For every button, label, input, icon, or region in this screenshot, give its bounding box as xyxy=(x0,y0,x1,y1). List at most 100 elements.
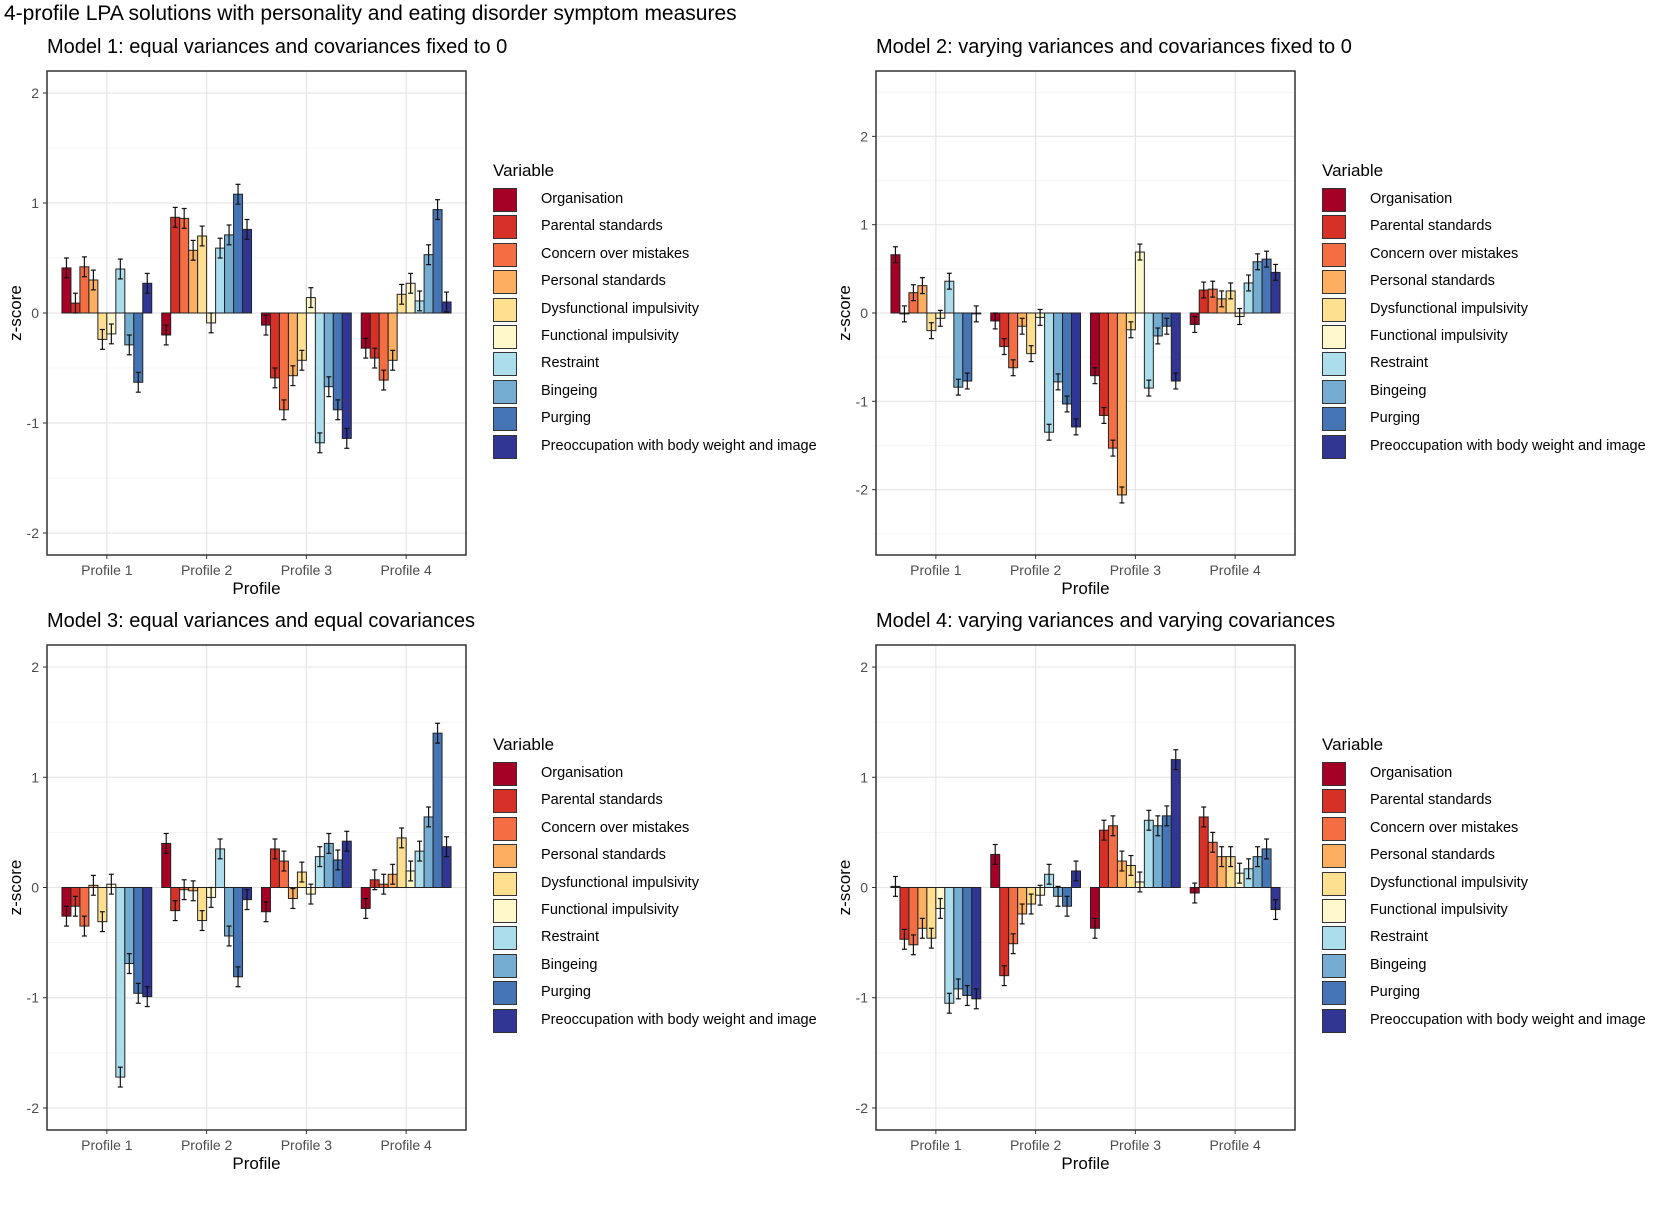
legend-item: Functional impulsivity xyxy=(493,898,873,925)
legend-color-key xyxy=(493,352,517,377)
legend-color-key xyxy=(493,188,517,212)
y-tick-label: 0 xyxy=(860,880,868,896)
bar xyxy=(332,312,343,411)
y-tick-label: 0 xyxy=(31,880,39,896)
y-tick-label: -2 xyxy=(856,482,869,498)
legend-label: Preoccupation with body weight and image xyxy=(1370,437,1646,454)
x-tick-label: Profile 2 xyxy=(1010,562,1062,578)
x-tick-label: Profile 1 xyxy=(81,562,133,578)
legend-label: Bingeing xyxy=(1370,956,1427,973)
legend-color-key xyxy=(493,379,517,404)
legend-label: Personal standards xyxy=(1370,847,1495,864)
legend-color-key xyxy=(1322,816,1346,841)
bar xyxy=(1116,312,1127,496)
y-tick-label: 2 xyxy=(31,659,39,675)
legend-label: Parental standards xyxy=(541,792,663,809)
legend-label: Purging xyxy=(541,410,591,427)
legend-label: Dysfunctional impulsivity xyxy=(541,874,699,891)
legend-label: Parental standards xyxy=(1370,218,1492,235)
bar xyxy=(1161,815,1172,889)
legend-label: Dysfunctional impulsivity xyxy=(541,300,699,317)
x-axis-label: Profile xyxy=(232,579,280,598)
bar xyxy=(1053,312,1064,383)
x-tick-label: Profile 4 xyxy=(1209,1137,1261,1153)
legend-label: Functional impulsivity xyxy=(541,902,679,918)
legend-color-key xyxy=(1322,242,1346,267)
bar xyxy=(1198,816,1209,888)
legend-color-key xyxy=(1322,325,1346,349)
x-axis-label: Profile xyxy=(232,1154,280,1173)
legend-label: Personal standards xyxy=(541,847,666,864)
legend-item: Restraint xyxy=(493,925,873,952)
legend-label: Dysfunctional impulsivity xyxy=(1370,300,1528,317)
bar xyxy=(1071,312,1082,428)
bar xyxy=(224,234,235,314)
legend-item: Personal standards xyxy=(1322,843,1654,870)
legend-color-key xyxy=(1322,953,1346,978)
model-1-panel: Model 1: equal variances and covariances… xyxy=(6,36,867,631)
y-tick-label: -1 xyxy=(27,990,40,1006)
legend-item: Organisation xyxy=(1322,187,1654,214)
x-tick-label: Profile 1 xyxy=(910,562,962,578)
legend-label: Bingeing xyxy=(541,382,598,399)
x-tick-label: Profile 1 xyxy=(81,1137,133,1153)
legend-item: Preoccupation with body weight and image xyxy=(493,434,873,461)
bar xyxy=(233,887,244,978)
legend-label: Concern over mistakes xyxy=(541,819,690,836)
bar xyxy=(962,312,973,382)
legend-color-key xyxy=(493,816,517,841)
legend-label: Organisation xyxy=(541,765,624,781)
legend-item: Functional impulsivity xyxy=(493,324,873,351)
panel-title: Model 2: varying variances and covarianc… xyxy=(876,36,1352,58)
legend-item: Dysfunctional impulsivity xyxy=(1322,297,1654,324)
legend-color-key xyxy=(493,981,517,1006)
legend-color-key xyxy=(493,926,517,951)
legend-label: Restraint xyxy=(1370,355,1429,372)
x-tick-label: Profile 4 xyxy=(1209,562,1261,578)
x-tick-label: Profile 3 xyxy=(281,1137,333,1153)
legend-item: Concern over mistakes xyxy=(1322,242,1654,269)
x-tick-label: Profile 1 xyxy=(910,1137,962,1153)
legend-label: Restraint xyxy=(541,355,600,372)
legend-color-key xyxy=(1322,270,1346,295)
legend-item: Organisation xyxy=(1322,761,1654,788)
legend-item: Bingeing xyxy=(1322,379,1654,406)
legend-color-key xyxy=(1322,215,1346,240)
legend-item: Dysfunctional impulsivity xyxy=(493,297,873,324)
legend-label: Organisation xyxy=(1370,191,1453,207)
y-tick-label: 1 xyxy=(31,769,39,785)
bar xyxy=(1170,759,1181,888)
y-tick-label: 1 xyxy=(860,769,868,785)
bar xyxy=(1170,312,1181,382)
legend-item: Purging xyxy=(493,406,873,433)
panel-title: Model 4: varying variances and varying c… xyxy=(876,610,1336,632)
y-tick-label: 1 xyxy=(31,195,39,211)
legend-color-key xyxy=(1322,379,1346,404)
bar xyxy=(432,732,443,888)
legend-item: Organisation xyxy=(493,761,873,788)
bar xyxy=(124,887,135,965)
y-tick-label: 2 xyxy=(860,659,868,675)
bar xyxy=(179,217,190,314)
y-tick-label: 0 xyxy=(31,305,39,321)
legend-label: Purging xyxy=(1370,984,1420,1001)
legend-label: Purging xyxy=(1370,410,1420,427)
bar xyxy=(971,887,982,1000)
legend-color-key xyxy=(1322,871,1346,896)
bar xyxy=(944,887,955,1004)
model-2-panel: Model 2: varying variances and covarianc… xyxy=(835,36,1654,631)
bar xyxy=(1089,312,1100,377)
legend-item: Parental standards xyxy=(493,788,873,815)
legend-label: Organisation xyxy=(541,191,624,207)
y-tick-label: -1 xyxy=(27,415,40,431)
legend-color-key xyxy=(1322,926,1346,951)
legend-item: Restraint xyxy=(1322,925,1654,952)
y-tick-label: -1 xyxy=(856,990,869,1006)
legend-label: Functional impulsivity xyxy=(541,328,679,344)
legend-color-key xyxy=(493,844,517,869)
legend-title: Variable xyxy=(493,735,555,754)
legend-label: Purging xyxy=(541,984,591,1001)
legend-color-key xyxy=(493,953,517,978)
bar xyxy=(323,312,334,388)
